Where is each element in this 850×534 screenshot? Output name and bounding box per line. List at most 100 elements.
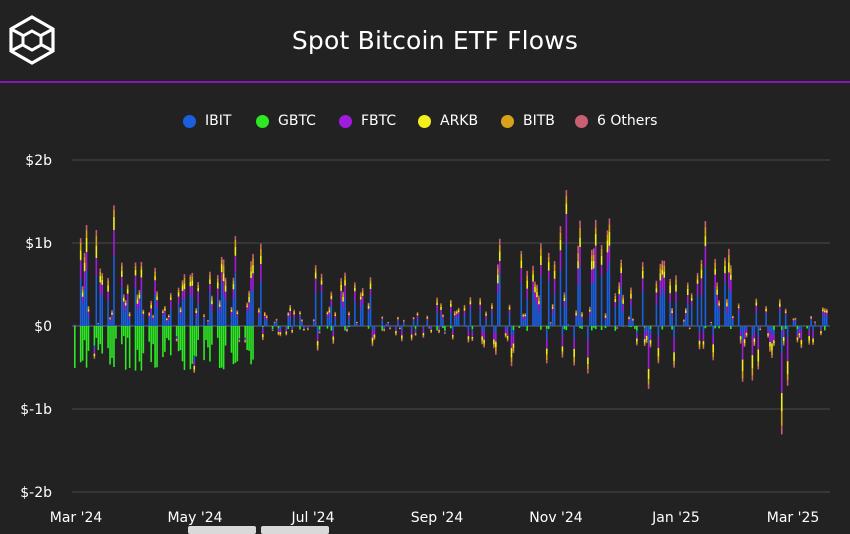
flow-bar-segment [97, 326, 100, 351]
flow-bar-segment [520, 268, 523, 284]
flow-bar-segment [675, 291, 677, 302]
flow-bar-segment [814, 321, 816, 323]
flow-bar-segment [81, 292, 84, 297]
flow-bar-segment [371, 341, 374, 345]
tab-1[interactable] [188, 526, 256, 534]
flow-bar-segment [808, 336, 810, 341]
flow-bar-segment [303, 326, 305, 328]
flow-bar-segment [332, 342, 335, 344]
flow-bar-segment [136, 294, 139, 297]
flow-bar-segment [318, 330, 321, 332]
flow-bar-segment [340, 290, 342, 303]
flow-bar-segment [526, 275, 528, 281]
flow-bar-segment [332, 336, 335, 340]
flow-bar-segment [551, 304, 554, 306]
flow-bar-segment [128, 314, 131, 317]
flow-bar-segment [730, 268, 732, 275]
flow-bar-segment [782, 341, 785, 344]
flow-bar-segment [820, 331, 822, 334]
flow-bar-segment [534, 300, 536, 326]
flow-bar-segment [113, 255, 115, 326]
flow-bar-segment [277, 330, 280, 333]
legend-item-arkb[interactable]: ARKB [418, 113, 478, 129]
flow-bar-segment [416, 318, 419, 326]
flow-bar-segment [340, 302, 342, 326]
flow-bar-segment [497, 264, 499, 269]
legend-item-fbtc[interactable]: FBTC [339, 113, 396, 129]
flow-bar-segment [87, 306, 90, 308]
flow-bar-segment [258, 310, 260, 313]
flow-bar-segment [220, 272, 223, 283]
flow-bar-segment [534, 286, 536, 293]
flow-bar-segment [285, 326, 288, 329]
flow-bar-segment [745, 334, 748, 337]
flow-bar-segment [508, 309, 511, 314]
flow-bar-segment [277, 328, 280, 331]
flow-bar-segment [757, 361, 760, 367]
flow-bar-segment [81, 302, 84, 326]
flow-bar-segment [195, 326, 198, 357]
flow-bar-segment [808, 326, 810, 330]
flow-bar-segment [822, 314, 824, 326]
flow-bar-segment [193, 365, 196, 370]
flow-bar-segment [318, 332, 321, 334]
flow-bar-segment [471, 326, 474, 330]
flow-bar-segment [732, 317, 734, 321]
flow-bar-segment [647, 379, 650, 385]
flow-bar-segment [246, 307, 248, 313]
flow-bar-segment [367, 308, 370, 312]
flow-bar-segment [279, 334, 282, 336]
flow-bar-segment [655, 292, 658, 306]
flow-bar-segment [520, 250, 523, 255]
flow-bar-segment [154, 267, 156, 272]
flow-bar-segment [608, 231, 611, 246]
flow-bar-segment [661, 287, 664, 326]
flow-bar-segment [218, 301, 221, 305]
flow-bar-segment [79, 326, 82, 363]
flow-bar-segment [367, 305, 370, 309]
flow-bar-segment [632, 321, 634, 326]
flow-bar-segment [181, 326, 184, 362]
flow-bar-segment [536, 287, 538, 292]
flow-bar-segment [403, 319, 405, 321]
flow-bar-segment [156, 326, 158, 368]
flow-bar-segment [538, 304, 540, 312]
legend-item-6-others[interactable]: 6 Others [575, 113, 657, 129]
flow-bar-segment [154, 276, 156, 281]
flow-bar-segment [265, 315, 268, 316]
flow-bar-segment [93, 356, 96, 358]
legend-item-gbtc[interactable]: GBTC [256, 113, 316, 129]
flow-bar-segment [643, 326, 646, 328]
tab-2[interactable] [261, 526, 329, 534]
flow-bar-segment [549, 322, 552, 323]
flow-bar-segment [87, 311, 90, 317]
flow-bar-segment [547, 281, 550, 326]
flow-bar-segment [342, 296, 344, 302]
flow-bar-segment [181, 280, 184, 283]
flow-bar-segment [759, 327, 762, 329]
flow-bar-segment [314, 265, 317, 269]
flow-bar-segment [236, 317, 239, 326]
flow-bar-segment [330, 305, 333, 326]
flow-bar-segment [467, 326, 470, 331]
flow-bar-segment [534, 292, 536, 301]
flow-bar-segment [663, 294, 666, 326]
flow-bar-segment [244, 326, 246, 338]
flow-bar-segment [81, 286, 84, 290]
flow-bar-segment [113, 230, 115, 256]
flow-bar-segment [491, 306, 493, 309]
flow-bar-segment [193, 355, 196, 361]
flow-bar-segment [618, 282, 621, 286]
flow-bar-segment [810, 316, 812, 318]
legend-item-ibit[interactable]: IBIT [183, 113, 231, 129]
flow-bar-segment [244, 338, 246, 341]
flow-bar-segment [316, 345, 319, 349]
flow-bar-segment [124, 305, 127, 312]
legend-item-bitb[interactable]: BITB [501, 113, 555, 129]
flow-bar-segment [107, 277, 109, 281]
flow-bar-segment [189, 286, 192, 295]
flow-bar-segment [273, 323, 276, 326]
flow-bar-segment [207, 322, 209, 326]
flow-bar-segment [483, 331, 485, 340]
flow-bar-segment [591, 249, 593, 256]
